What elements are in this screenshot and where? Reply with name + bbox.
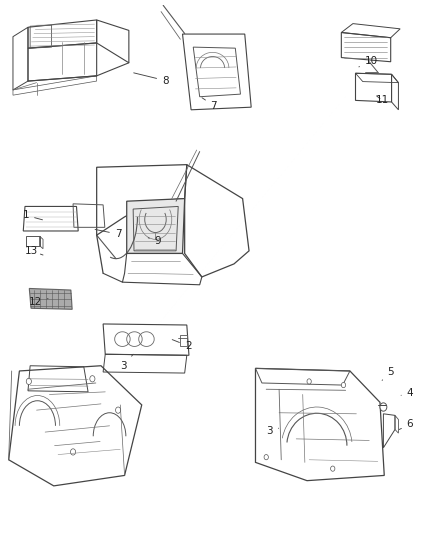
Circle shape [90, 376, 95, 382]
Text: 6: 6 [399, 419, 413, 430]
Circle shape [116, 407, 121, 413]
Text: 2: 2 [172, 340, 191, 351]
Text: 8: 8 [134, 73, 169, 86]
Text: 3: 3 [120, 354, 133, 371]
Text: 7: 7 [202, 98, 217, 111]
Polygon shape [127, 199, 185, 254]
Circle shape [341, 383, 346, 387]
Circle shape [264, 455, 268, 460]
FancyBboxPatch shape [180, 335, 187, 346]
Text: 1: 1 [22, 211, 42, 220]
Circle shape [26, 378, 32, 384]
Text: 10: 10 [359, 56, 378, 67]
Circle shape [71, 449, 76, 455]
Text: 9: 9 [148, 237, 161, 246]
Circle shape [307, 379, 311, 384]
Text: 5: 5 [382, 367, 394, 381]
Circle shape [331, 466, 335, 471]
Text: 3: 3 [266, 426, 279, 436]
Text: 12: 12 [28, 297, 48, 307]
Text: 11: 11 [375, 95, 389, 106]
Text: 7: 7 [95, 229, 121, 239]
Circle shape [380, 403, 387, 411]
Text: 13: 13 [25, 246, 43, 256]
Text: 4: 4 [401, 388, 413, 398]
Polygon shape [29, 288, 72, 309]
